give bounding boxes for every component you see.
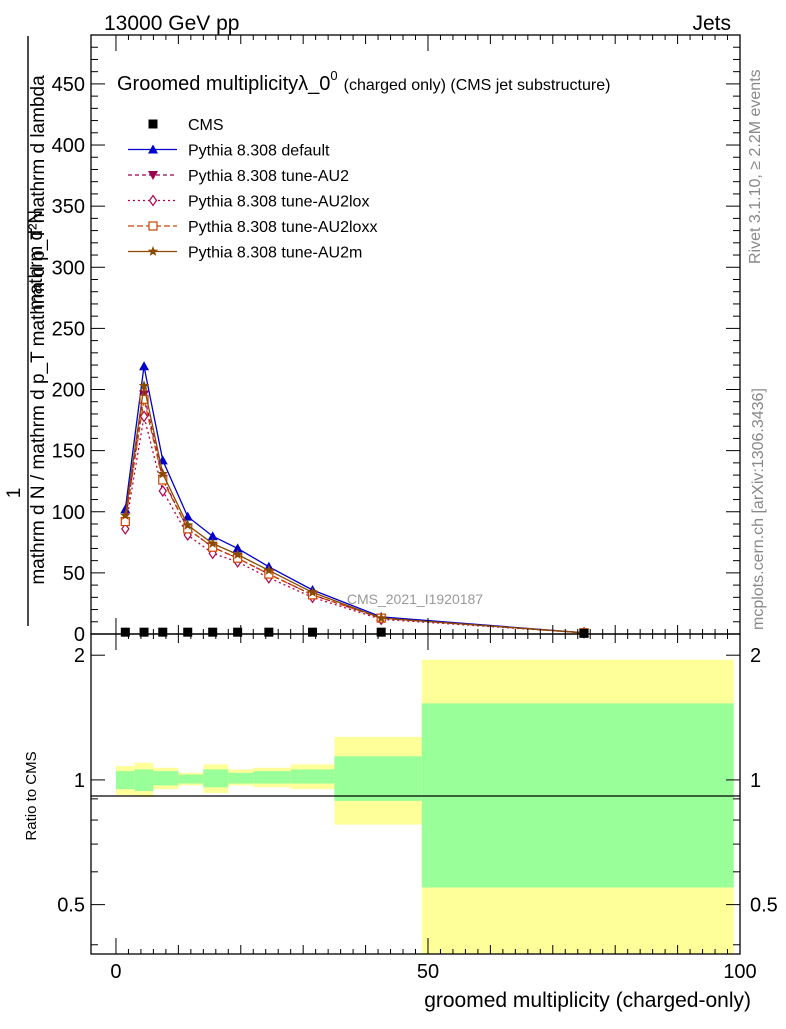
series-line-4 [124, 385, 585, 634]
ratio-y-tick-label-right: 0.5 [750, 895, 778, 917]
ratio-band-stat-5 [228, 772, 254, 784]
y-tick-label: 300 [52, 257, 85, 279]
plot-title-sup: 0 [330, 68, 337, 83]
legend-marker-3 [148, 194, 158, 207]
ratio-bands [115, 659, 734, 954]
plot-title-main: Groomed multiplicityλ_0 [117, 73, 330, 95]
ratio-y-tick-label: 0.5 [57, 895, 85, 917]
series-line-3 [124, 399, 585, 634]
series-0-point [232, 543, 243, 553]
cms-data-point [208, 627, 218, 637]
legend-label-3: Pythia 8.308 tune-AU2lox [188, 194, 369, 211]
series-2-point [121, 522, 130, 535]
y-tick-label: 0 [74, 624, 85, 646]
x-tick-label: 50 [417, 961, 439, 983]
ratio-y-tick-label-right: 1 [750, 770, 761, 792]
legend-label-1: Pythia 8.308 default [188, 143, 330, 160]
ratio-y-tick-label: 1 [74, 770, 85, 792]
plot-title: Groomed multiplicityλ_00 (charged only) (… [117, 68, 610, 95]
header-collision: 13000 GeV pp [104, 12, 239, 35]
series-line-0 [124, 366, 585, 634]
legend-marker-2 [148, 171, 158, 180]
ratio-band-stat-2 [153, 771, 179, 786]
main-ylabel-num: 1 [4, 488, 25, 499]
ratio-band-stat-4 [203, 769, 229, 788]
legend: CMS Pythia 8.308 default Pythia 8.308 tune… [128, 117, 377, 262]
y-tick-label: 200 [52, 380, 85, 402]
series-4-point [157, 468, 168, 479]
series-0-point [139, 361, 150, 371]
y-tick-label: 250 [52, 318, 85, 340]
y-tick-label: 100 [52, 502, 85, 524]
xlabel: groomed multiplicity (charged-only) [424, 989, 751, 1012]
ratio-band-stat-3 [178, 774, 204, 784]
y-tick-label: 150 [52, 441, 85, 463]
ratio-y-tick-label-right: 2 [750, 645, 761, 667]
ratio-band-stat-8 [334, 756, 422, 801]
series-3-point [139, 394, 149, 404]
analysis-watermark: CMS_2021_I1920187 [347, 591, 483, 607]
series-4-point [232, 549, 243, 559]
series-4-point [207, 538, 218, 548]
y-tick-label: 400 [52, 135, 85, 157]
cms-data-point [158, 627, 168, 637]
legend-marker-0 [148, 119, 158, 129]
cms-data-point [183, 627, 193, 637]
ratio-band-stat-1 [134, 769, 154, 792]
legend-label-4: Pythia 8.308 tune-AU2loxx [188, 219, 377, 236]
series-4-point [138, 380, 150, 391]
series-4-point [375, 612, 387, 623]
rivet-version: Rivet 3.1.10, ≥ 2.2M events [747, 69, 764, 264]
main-ylabel-top: mathrm d²N [26, 210, 47, 310]
ratio-band-stat-6 [253, 771, 291, 784]
series-4-point [263, 564, 275, 575]
series-0-point [207, 531, 218, 541]
legend-marker-5 [147, 246, 159, 256]
cms-data-point [264, 627, 274, 637]
legend-label-5: Pythia 8.308 tune-AU2m [188, 245, 362, 262]
series-0-point [120, 504, 131, 514]
cms-data-point [233, 627, 243, 637]
legend-marker-4 [148, 221, 158, 231]
series-2-point [158, 484, 167, 498]
x-tick-label: 100 [723, 961, 756, 983]
ratio-band-stat-7 [290, 769, 335, 784]
y-tick-label: 350 [52, 196, 85, 218]
cms-data-point [139, 627, 149, 637]
ratio-ylabel: Ratio to CMS [23, 751, 40, 840]
series-4-point [182, 519, 193, 530]
legend-marker-1 [148, 144, 158, 154]
cms-data-point [120, 627, 130, 637]
y-tick-label: 50 [63, 563, 85, 585]
main-ylabel: mathrm d²N 1 mathrm d N / mathrm d p_T m… [4, 75, 49, 585]
header-category: Jets [692, 12, 731, 35]
main-ylabel-den: mathrm d N / mathrm d p_T mathrm d p_T m… [28, 75, 49, 585]
x-tick-label: 0 [110, 961, 121, 983]
cms-data-point [376, 627, 386, 637]
legend-label-2: Pythia 8.308 tune-AU2 [188, 168, 349, 185]
legend-label-0: CMS [188, 117, 224, 134]
plot-title-suffix: (charged only) (CMS jet substructure) [344, 77, 611, 94]
tick-layer: 0 50 100 150 200 250 300 350 400 450 0 50 100 0.5 0.5 1… [52, 35, 778, 983]
cms-data-point [308, 627, 318, 637]
ratio-band-stat-0 [115, 771, 135, 790]
y-tick-label: 450 [52, 74, 85, 96]
series-0-point [182, 511, 193, 521]
series-4-point [120, 509, 131, 520]
mcplots-credit: mcplots.cern.ch [arXiv:1306.3436] [750, 388, 767, 630]
series-line-1 [124, 394, 585, 634]
series-line-2 [124, 416, 585, 634]
series-4-point [307, 586, 318, 597]
ratio-y-tick-label: 2 [74, 645, 85, 667]
